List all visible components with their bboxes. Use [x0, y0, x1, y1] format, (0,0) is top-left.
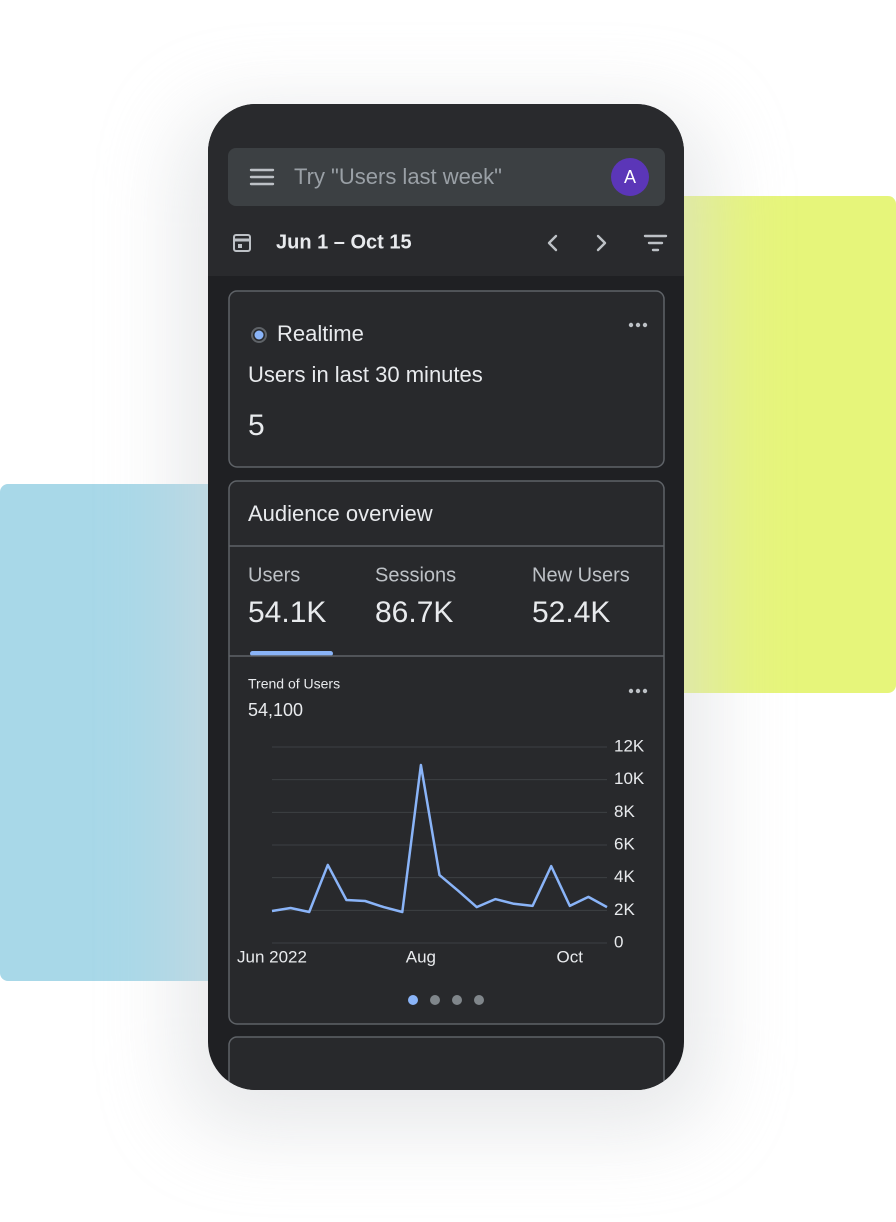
- selected-tab-indicator: [250, 651, 333, 656]
- x-tick-label: Oct: [557, 947, 584, 966]
- calendar-icon: [233, 234, 251, 252]
- metric-tab[interactable]: Sessions 86.7K: [375, 564, 456, 629]
- more-menu[interactable]: [628, 322, 648, 328]
- audience-card: [228, 480, 665, 1025]
- avatar[interactable]: [611, 158, 649, 196]
- x-tick-label: Jun 2022: [237, 947, 307, 966]
- y-tick-label: 4K: [614, 867, 635, 886]
- metric-value[interactable]: 54.1K: [248, 596, 326, 629]
- date-range[interactable]: Jun 1 – Oct 15: [276, 231, 412, 253]
- phone: Try "Users last week" A Jun 1 – Oct 15 R…: [208, 104, 684, 1090]
- pagination: [408, 995, 484, 1005]
- next-card: [228, 1036, 665, 1090]
- chart: 0 2K 4K 6K 8K 10K 12K Jun 2022 Aug Oct: [237, 736, 645, 966]
- metric-label[interactable]: Users: [248, 564, 300, 586]
- chart-subtitle: 54,100: [248, 700, 303, 720]
- line: [271, 763, 608, 914]
- menu-icon[interactable]: [249, 168, 275, 186]
- search-placeholder[interactable]: Try "Users last week": [294, 164, 502, 189]
- audience-title: Audience overview: [248, 501, 433, 526]
- page-dot[interactable]: [452, 995, 462, 1005]
- filter-icon[interactable]: [643, 234, 668, 252]
- next-button[interactable]: [596, 234, 607, 252]
- page-dot[interactable]: [408, 995, 418, 1005]
- realtime-value: 5: [248, 409, 265, 442]
- metric-value[interactable]: 86.7K: [375, 596, 453, 629]
- y-tick-label: 2K: [614, 900, 635, 919]
- realtime-card: [228, 290, 665, 468]
- metric-tab[interactable]: Users 54.1K: [248, 564, 326, 629]
- chart-title: Trend of Users: [248, 676, 340, 692]
- backdrop-lime: [650, 196, 896, 693]
- x-tick-label: Aug: [406, 947, 436, 966]
- metric-value[interactable]: 52.4K: [532, 596, 610, 629]
- more-menu[interactable]: [628, 688, 648, 694]
- page-dot[interactable]: [474, 995, 484, 1005]
- avatar-initial[interactable]: A: [624, 167, 636, 187]
- previous-button[interactable]: [547, 234, 558, 252]
- realtime-indicator: [251, 327, 267, 343]
- y-tick-label: 6K: [614, 834, 635, 853]
- metric-label[interactable]: New Users: [532, 564, 630, 586]
- y-tick-label: 8K: [614, 802, 635, 821]
- y-tick-label: 0: [614, 932, 623, 951]
- y-tick-label: 12K: [614, 736, 645, 755]
- realtime-indicator-dot: [254, 330, 264, 340]
- page-dot[interactable]: [430, 995, 440, 1005]
- search-bar[interactable]: [228, 148, 665, 206]
- realtime-title: Realtime: [277, 321, 364, 346]
- metric-tab[interactable]: New Users 52.4K: [532, 564, 630, 629]
- realtime-subtitle: Users in last 30 minutes: [248, 362, 483, 387]
- metric-label[interactable]: Sessions: [375, 564, 456, 586]
- y-tick-label: 10K: [614, 769, 645, 788]
